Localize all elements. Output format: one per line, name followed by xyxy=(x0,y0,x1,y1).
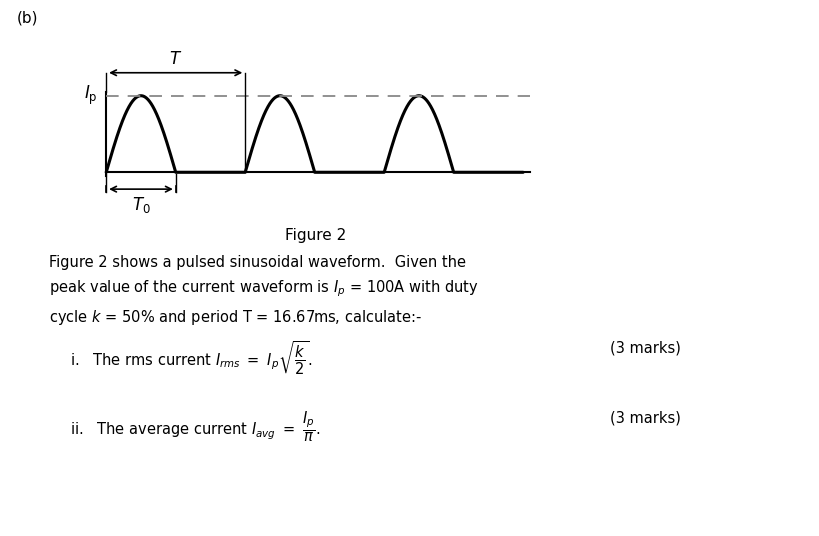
Text: Figure 2 shows a pulsed sinusoidal waveform.  Given the
peak value of the curren: Figure 2 shows a pulsed sinusoidal wavef… xyxy=(49,255,479,327)
Text: i.   The rms current $I_{rms}\ =\ I_p\sqrt{\dfrac{k}{2}}$.: i. The rms current $I_{rms}\ =\ I_p\sqrt… xyxy=(70,340,312,377)
Text: (3 marks): (3 marks) xyxy=(610,410,681,425)
Text: Figure 2: Figure 2 xyxy=(285,228,346,243)
Text: $T$: $T$ xyxy=(169,51,183,68)
Text: $I_{\mathrm{p}}$: $I_{\mathrm{p}}$ xyxy=(84,84,98,107)
Text: $T_0$: $T_0$ xyxy=(132,195,151,215)
Text: (b): (b) xyxy=(16,11,38,26)
Text: (3 marks): (3 marks) xyxy=(610,340,681,355)
Text: ii.   The average current $I_{avg}\ =\ \dfrac{I_p}{\pi}$.: ii. The average current $I_{avg}\ =\ \df… xyxy=(70,410,320,444)
